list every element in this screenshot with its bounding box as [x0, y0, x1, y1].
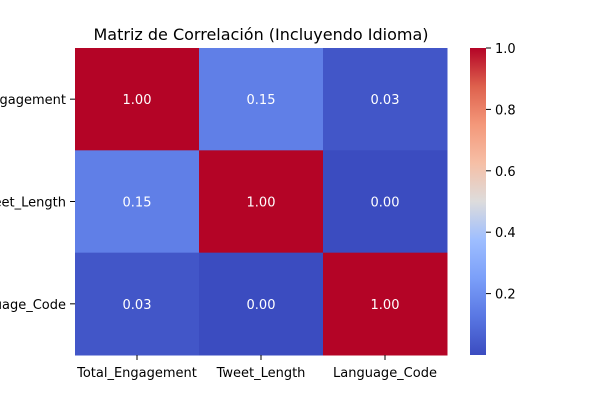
x-tick-label: Language_Code	[333, 366, 437, 381]
x-tick-label: Tweet_Length	[216, 366, 306, 381]
colorbar-tick-label: 1.0	[495, 42, 516, 57]
cell-value-label: 1.00	[123, 93, 152, 108]
heatmap-cell	[323, 48, 448, 151]
colorbar-tick-label: 0.2	[495, 288, 516, 303]
heatmap-cell	[199, 252, 324, 356]
colorbar-tick-label: 0.6	[495, 165, 516, 180]
colorbar-tick-label: 0.8	[495, 103, 516, 118]
y-axis: Total_Engagement Tweet_Length Language_Cod…	[0, 93, 75, 313]
heatmap-cell	[323, 252, 448, 356]
cell-value-label: 0.03	[371, 93, 400, 108]
x-tick-label: Total_Engagement	[76, 366, 197, 381]
cell-value-label: 0.15	[123, 196, 152, 211]
colorbar: 0.2 0.4 0.6 0.8 1.0	[470, 42, 516, 355]
cell-value-label: 0.03	[123, 298, 152, 313]
cell-value-label: 0.15	[247, 93, 276, 108]
cell-value-label: 1.00	[371, 298, 400, 313]
heatmap-cells: 1.00 0.15 0.03 0.15 1.00 0.00 0.03 0.00 1.00	[75, 48, 448, 356]
heatmap-cell	[75, 252, 200, 356]
heatmap-cell	[323, 150, 448, 254]
heatmap-cell	[199, 150, 324, 254]
y-tick-label: Language_Code	[0, 298, 66, 313]
chart-title: Matriz de Correlación (Incluyendo Idioma…	[93, 25, 428, 44]
x-axis: Total_Engagement Tweet_Length Language_Cod…	[76, 355, 437, 381]
heatmap-cell	[75, 48, 200, 151]
heatmap-cell	[199, 48, 324, 151]
colorbar-tick-label: 0.4	[495, 226, 516, 241]
cell-value-label: 0.00	[247, 298, 276, 313]
colorbar-gradient	[470, 48, 486, 355]
cell-value-label: 0.00	[371, 196, 400, 211]
heatmap-cell	[75, 150, 200, 254]
cell-value-label: 1.00	[247, 196, 276, 211]
y-tick-label: Total_Engagement	[0, 93, 66, 108]
y-tick-label: Tweet_Length	[0, 196, 66, 211]
